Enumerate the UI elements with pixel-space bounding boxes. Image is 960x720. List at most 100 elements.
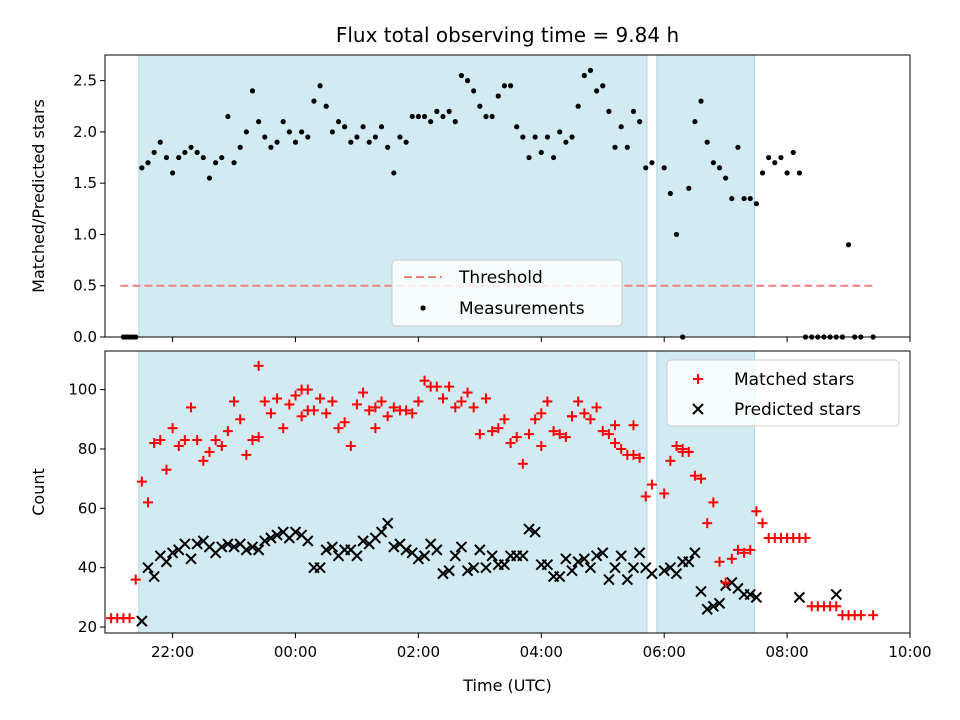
measurement-point <box>409 113 415 120</box>
predicted-point-b <box>252 544 265 556</box>
predicted-point-b <box>246 541 259 553</box>
legend-predicted-swatch <box>692 403 704 415</box>
measurement-point <box>243 129 249 135</box>
predicted-point <box>701 603 713 615</box>
predicted-point <box>357 535 369 547</box>
predicted-point <box>222 538 234 550</box>
measurement-point <box>704 139 710 145</box>
matched-point <box>573 396 584 407</box>
matched-point <box>536 408 547 419</box>
predicted-point-b <box>658 564 670 577</box>
predicted-point <box>246 541 259 553</box>
x-axis-label: Time (UTC) <box>462 676 551 695</box>
predicted-point <box>252 544 265 556</box>
predicted-point-b <box>695 585 707 598</box>
matched-point <box>179 435 190 446</box>
predicted-point-b <box>431 544 443 556</box>
measurement-point <box>507 83 514 89</box>
legend-box <box>666 359 900 427</box>
predicted-point-b <box>289 526 302 538</box>
matched-point <box>143 497 154 508</box>
legend-matched-swatch <box>693 374 703 384</box>
measurement-point <box>741 195 747 202</box>
measurement-point <box>299 129 305 135</box>
x-tick-label: 10:00 <box>888 643 931 661</box>
measurement-point <box>194 149 200 156</box>
matched-point <box>358 387 369 398</box>
predicted-point-b <box>689 547 701 559</box>
matched-point <box>290 390 301 401</box>
predicted-point-b <box>609 561 621 574</box>
predicted-point <box>750 591 763 604</box>
measurement-point <box>526 154 532 161</box>
matched-point <box>229 396 240 407</box>
measurement-point <box>735 144 741 150</box>
predicted-point-b <box>412 553 425 565</box>
measurement-point <box>421 113 428 120</box>
matched-point <box>130 574 141 585</box>
predicted-point <box>554 570 566 583</box>
predicted-point-b <box>388 541 400 553</box>
predicted-point <box>461 564 474 577</box>
measurement-point <box>157 139 163 145</box>
predicted-point-b <box>590 550 603 562</box>
predicted-point-b <box>228 541 240 553</box>
measurement-point <box>544 134 551 140</box>
matched-point <box>474 429 485 440</box>
measurement-point <box>335 119 342 125</box>
predicted-point-b <box>474 544 486 556</box>
measurement-point <box>403 139 409 145</box>
measurement-point <box>514 124 520 130</box>
predicted-point <box>443 564 455 577</box>
predicted-point <box>228 541 240 553</box>
measurement-point <box>723 175 729 181</box>
predicted-point-b <box>222 538 234 550</box>
count-axes: 20 40 60 80 100 22:00 00:00 02:00 04:00 06:00 08:0… <box>68 381 931 661</box>
matched-point <box>487 426 498 437</box>
predicted-point <box>695 585 707 598</box>
predicted-point <box>437 567 449 580</box>
matched-point <box>677 446 688 457</box>
predicted-point <box>381 517 394 529</box>
matched-point <box>603 429 614 440</box>
measurement-point <box>286 129 292 135</box>
measurement-point <box>698 98 704 104</box>
predicted-point <box>289 526 302 538</box>
predicted-point-b <box>351 550 363 562</box>
predicted-point <box>683 556 695 568</box>
measurement-point <box>753 201 759 207</box>
matched-point <box>321 408 332 419</box>
matched-point <box>401 405 412 416</box>
predicted-point <box>498 559 511 571</box>
predicted-point-b <box>523 523 535 535</box>
matched-point <box>198 455 209 466</box>
measurement-point <box>594 88 600 94</box>
predicted-point-b <box>142 561 154 574</box>
measurement-point <box>563 139 569 145</box>
measurement-point <box>458 72 465 79</box>
measurement-point <box>378 124 385 130</box>
matched-point <box>413 396 424 407</box>
predicted-point-b <box>406 547 418 559</box>
measurement-point <box>280 119 286 125</box>
predicted-point <box>455 541 468 553</box>
matched-point <box>192 435 203 446</box>
predicted-point <box>615 550 627 562</box>
matched-point <box>315 393 326 404</box>
predicted-point-b <box>461 564 474 577</box>
measurement-point <box>483 113 489 120</box>
matched-point <box>739 547 750 558</box>
predicted-point-b <box>437 567 449 580</box>
measurement-point <box>501 83 508 89</box>
matched-point <box>542 396 553 407</box>
y-tick-label: 100 <box>68 381 97 399</box>
predicted-point <box>216 541 228 553</box>
ratio-panel: 0.0 0.5 1.0 1.5 2.0 2.5 Matched/Predicted sta… <box>29 54 911 346</box>
predicted-point-b <box>597 547 609 559</box>
matched-point <box>253 360 264 371</box>
predicted-point-b <box>627 561 640 574</box>
matched-point <box>173 440 184 451</box>
matched-point <box>530 414 541 425</box>
predicted-point-b <box>320 544 332 556</box>
matched-point <box>278 423 289 434</box>
